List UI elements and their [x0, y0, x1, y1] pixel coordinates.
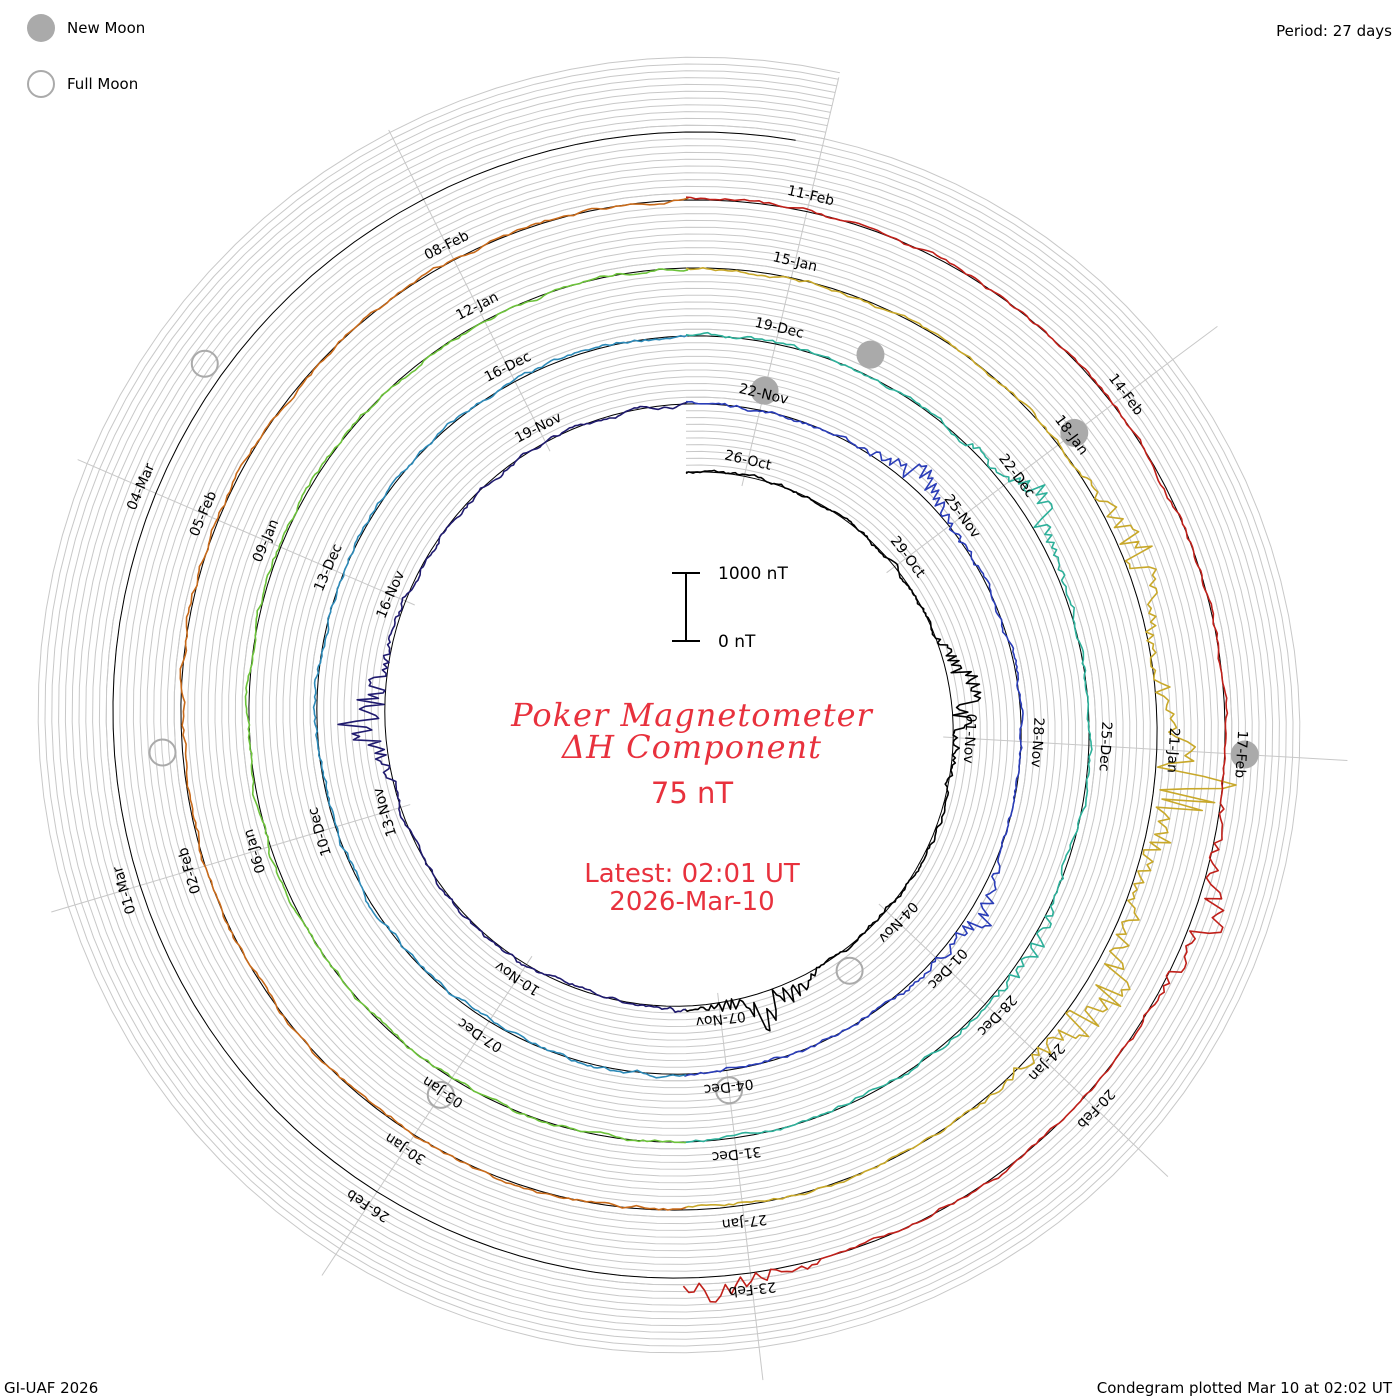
grid-spiral: [98, 117, 1240, 1293]
current-value: 75 nT: [650, 776, 734, 810]
data-trace-segment: [683, 267, 1237, 1209]
legend-new-moon: New Moon: [27, 14, 145, 42]
legend-new-moon-label: New Moon: [67, 19, 146, 37]
day-label: 27-Jan: [721, 1211, 768, 1232]
data-trace-segment: [683, 331, 1093, 1144]
new-moon-marker: [856, 340, 885, 369]
data-trace-segment: [682, 196, 1229, 1303]
full-moon-marker: [426, 1080, 455, 1109]
day-spoke: [943, 736, 1348, 762]
grid-spiral: [37, 56, 1301, 1354]
day-label: 17-Feb: [1231, 730, 1250, 779]
latest-time: Latest: 02:01 UT: [584, 859, 800, 889]
day-spoke: [77, 459, 415, 606]
day-label: 31-Dec: [711, 1143, 762, 1165]
footer-plot-time: Condegram plotted Mar 10 at 02:02 UT: [1096, 1379, 1392, 1397]
full-moon-marker: [190, 349, 219, 378]
data-trace-segment: [684, 469, 982, 1032]
chart-subtitle: ΔH Component: [561, 728, 823, 766]
new-moon-icon: [27, 14, 55, 42]
day-label: 23-Feb: [728, 1278, 777, 1299]
data-trace-segment: [312, 334, 689, 1079]
day-label: 10-Nov: [492, 958, 543, 999]
new-moon-marker: [750, 376, 779, 405]
day-label: 28-Nov: [1028, 717, 1047, 768]
day-label: 25-Dec: [1096, 721, 1115, 772]
grid-spiral: [92, 111, 1246, 1299]
day-spoke: [388, 129, 551, 452]
day-label: 10-Dec: [305, 805, 335, 857]
day-spoke: [717, 992, 764, 1381]
scale-bar: 1000 nT 0 nT: [672, 564, 788, 652]
day-label: 09-Jan: [250, 517, 283, 565]
latest-date: 2026-Mar-10: [609, 887, 775, 917]
moon-marker-layer: [148, 340, 1259, 1109]
chart-title: Poker Magnetometer: [511, 696, 873, 734]
grid-spiral: [51, 70, 1287, 1340]
full-moon-marker: [148, 738, 177, 767]
data-trace-segment: [179, 197, 689, 1211]
data-trace-layer: [179, 196, 1237, 1303]
scale-top-label: 1000 nT: [718, 564, 788, 584]
day-spoke: [886, 325, 1218, 574]
spoke-layer: [51, 77, 1348, 1381]
full-moon-icon: [27, 70, 55, 98]
legend-full-moon-label: Full Moon: [67, 75, 139, 93]
day-spoke: [51, 804, 411, 913]
day-label: 21-Jan: [1163, 727, 1182, 773]
new-moon-marker: [1230, 740, 1259, 769]
day-spoke: [321, 955, 533, 1276]
day-spoke: [741, 77, 840, 487]
legend-full-moon: Full Moon: [27, 70, 138, 98]
grid-spiral: [78, 97, 1260, 1313]
grid-spiral: [58, 77, 1280, 1333]
period-label: Period: 27 days: [1276, 22, 1392, 40]
full-moon-marker: [835, 956, 864, 985]
data-trace-segment: [244, 268, 689, 1144]
grid-spiral: [71, 90, 1267, 1320]
day-label: 01-Nov: [960, 713, 979, 764]
full-moon-marker: [715, 1076, 744, 1105]
grid-spiral: [64, 83, 1274, 1327]
new-moon-marker: [1060, 418, 1089, 447]
grid-layer: [37, 56, 1301, 1354]
scale-bottom-label: 0 nT: [718, 632, 756, 652]
day-label: 04-Dec: [703, 1075, 754, 1097]
day-spoke: [878, 903, 1169, 1178]
grid-spiral: [85, 104, 1253, 1306]
footer-credit: GI-UAF 2026: [4, 1379, 99, 1397]
data-trace-segment: [337, 401, 688, 1013]
data-trace-segment: [684, 400, 1024, 1078]
day-label: 07-Nov: [695, 1008, 747, 1030]
